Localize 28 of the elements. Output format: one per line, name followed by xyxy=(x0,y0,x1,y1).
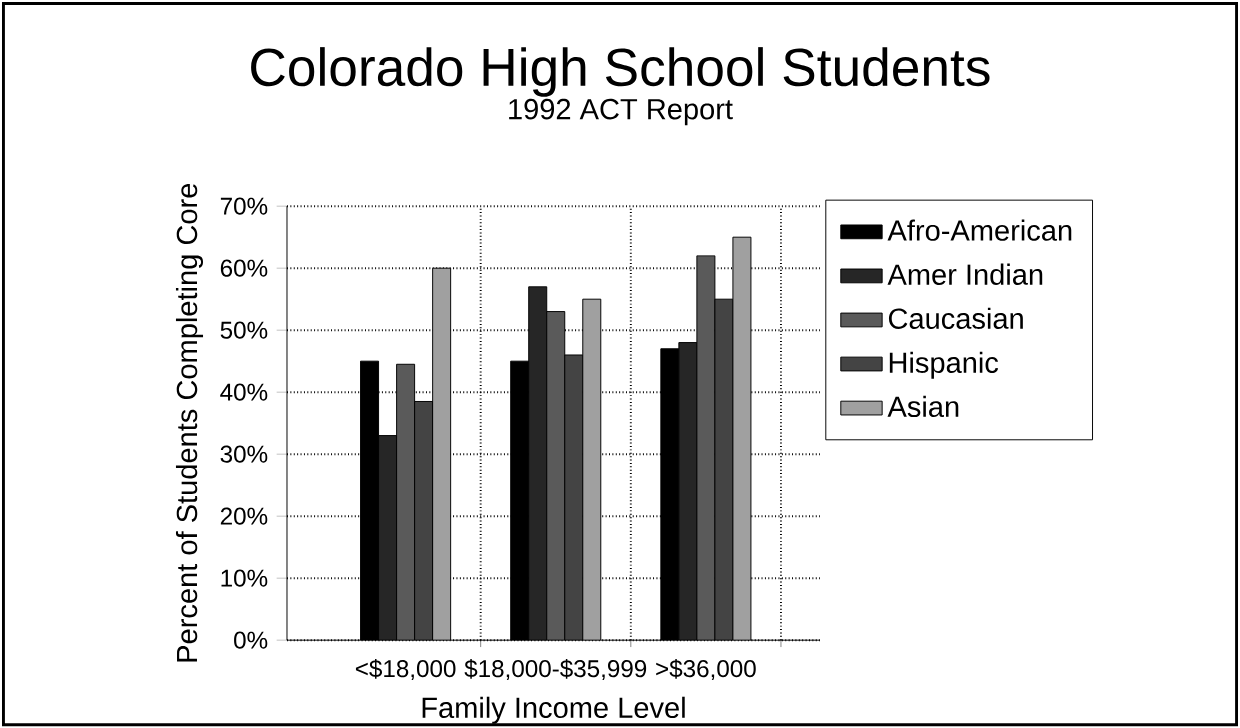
legend-label: Amer Indian xyxy=(887,263,1043,285)
x-axis-title: Family Income Level xyxy=(422,696,685,724)
legend-label: Afro-American xyxy=(887,219,1072,241)
bar xyxy=(546,311,565,641)
bar xyxy=(432,268,451,641)
bar xyxy=(564,354,583,641)
y-tick-label: 30% xyxy=(220,445,268,463)
bar xyxy=(378,435,397,641)
chart-title: Colorado High School Students xyxy=(251,47,990,97)
y-tick-label: 10% xyxy=(221,569,268,587)
legend-label: Asian xyxy=(887,395,959,417)
y-tick-label: 0% xyxy=(234,631,268,649)
y-axis-title: Percent of Students Completing Core xyxy=(175,183,204,662)
legend-label: Hispanic xyxy=(889,351,999,379)
chart-subtitle: 1992 ACT Report xyxy=(509,98,733,126)
x-tick-label: <$18,000 xyxy=(355,659,456,681)
legend-label: Caucasian xyxy=(888,307,1023,329)
bar xyxy=(414,401,433,641)
y-tick-label: 20% xyxy=(220,507,268,525)
bar xyxy=(582,299,601,641)
y-tick-label: 60% xyxy=(220,259,268,277)
x-tick-label: $18,000-$35,999 xyxy=(464,659,647,681)
bar xyxy=(396,364,415,641)
bar xyxy=(528,286,547,641)
y-tick-label: 50% xyxy=(220,321,268,339)
y-tick-label: 70% xyxy=(220,197,268,215)
x-tick-label: >$36,000 xyxy=(656,659,756,681)
y-tick-label: 40% xyxy=(220,383,268,401)
